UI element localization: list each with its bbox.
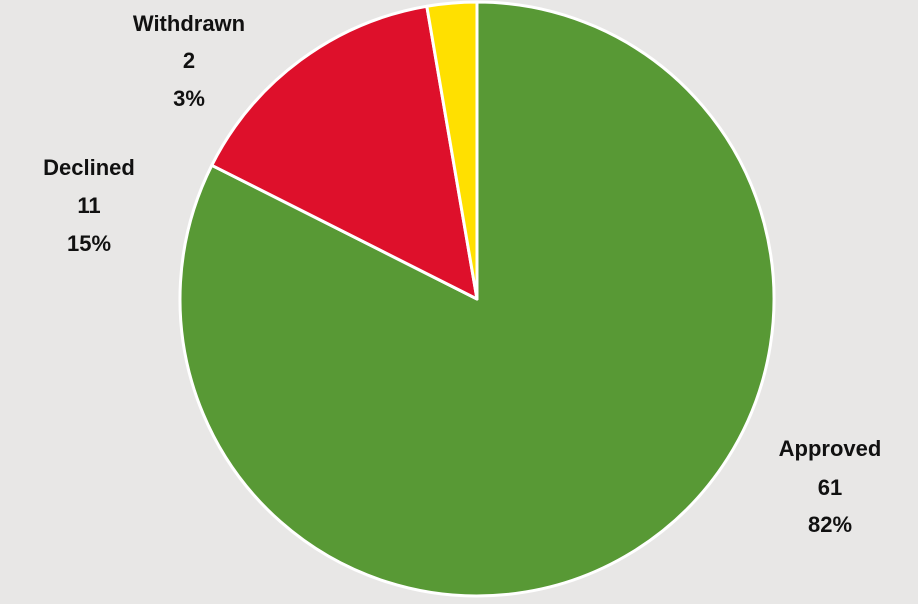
pie-slice-withdrawn — [425, 0, 479, 301]
label-withdrawn: Withdrawn 2 3% — [133, 11, 245, 111]
label-approved-count: 61 — [818, 475, 842, 500]
label-declined-count: 11 — [77, 193, 100, 218]
label-withdrawn-name: Withdrawn — [133, 11, 245, 36]
pie-slice-declined — [210, 4, 479, 301]
label-approved: Approved 61 82% — [779, 436, 882, 537]
label-declined-name: Declined — [43, 155, 135, 180]
label-declined: Declined 11 15% — [43, 155, 135, 256]
slices-group — [178, 0, 776, 598]
label-withdrawn-count: 2 — [183, 48, 195, 73]
label-declined-percent: 15% — [67, 231, 111, 256]
label-approved-percent: 82% — [808, 512, 852, 537]
label-withdrawn-percent: 3% — [173, 86, 205, 111]
label-approved-name: Approved — [779, 436, 882, 461]
